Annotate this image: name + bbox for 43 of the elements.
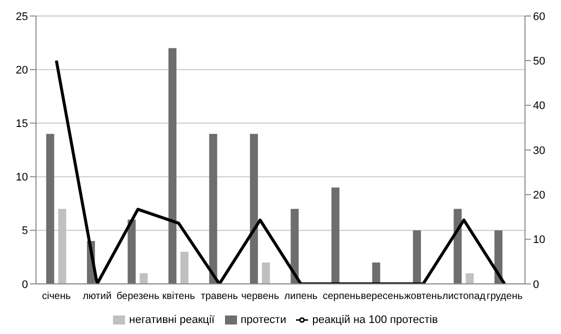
y2-tick-label: 10 [533,234,546,246]
x-tick-label: листопад [442,291,486,302]
y2-tick-label: 20 [533,190,546,202]
legend-label: протести [240,314,286,326]
x-tick-label: серпень [322,291,361,302]
bar [262,262,270,284]
line-series [54,59,506,284]
bar [466,273,474,284]
bar [372,262,380,284]
x-tick-label: липень [284,291,318,302]
legend-label: реакцій на 100 протестів [312,314,438,326]
bar [168,48,176,284]
x-tick-label: травень [200,291,238,302]
x-tick-label: вересень [360,291,404,302]
x-tick-label: грудень [486,291,523,302]
bar [454,208,462,284]
y-tick-label: 20 [16,64,28,76]
bar [140,273,148,284]
y2-tick-label: 30 [533,144,546,157]
bar [412,230,421,284]
y-tick-label: 0 [22,278,28,291]
x-tick-label: січень [42,291,71,302]
bar [209,134,218,284]
y2-tick-label: 50 [533,56,546,68]
x-tick-label: лютий [82,291,112,302]
bar [46,134,54,284]
bar [290,208,299,284]
y2-tick-label: 60 [533,10,546,23]
y2-tick-label: 0 [533,278,540,291]
bar [331,187,340,284]
legend-label: негативні реакції [129,314,215,326]
bar [128,220,136,284]
y2-tick-label: 40 [533,100,546,112]
bar [180,252,188,284]
x-tick-label: жовтень [404,291,442,302]
y-tick-label: 10 [16,172,28,184]
x-tick-label: березень [116,291,160,302]
y-tick-label: 15 [16,118,28,130]
x-tick-label: квітень [162,291,195,302]
x-tick-label: червень [241,291,280,302]
y-tick-label: 5 [22,225,28,238]
bar [250,134,258,284]
y-tick-label: 25 [16,10,28,23]
